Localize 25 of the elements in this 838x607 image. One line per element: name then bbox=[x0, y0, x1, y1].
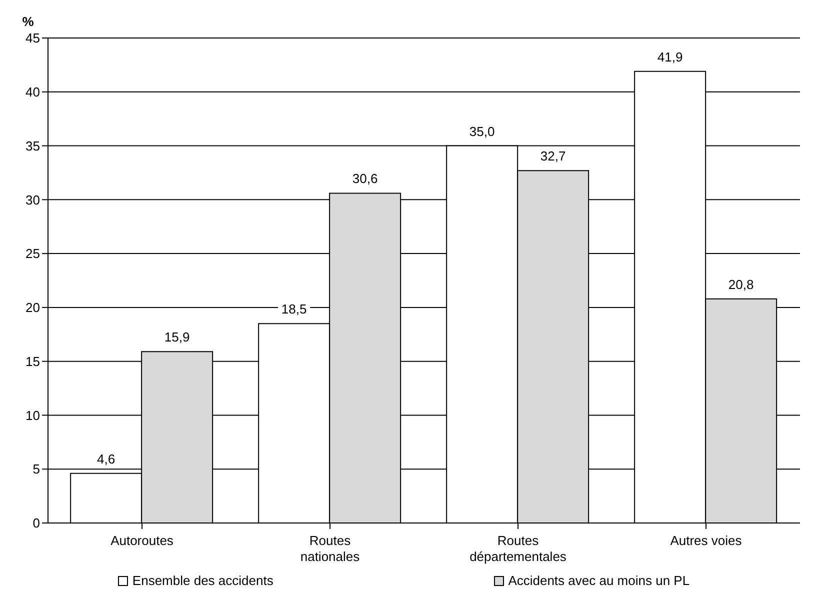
data-label: 32,7 bbox=[540, 148, 566, 164]
data-label: 18,5 bbox=[281, 302, 307, 317]
y-tick-label: 25 bbox=[26, 246, 40, 262]
data-label: 15,9 bbox=[164, 330, 190, 345]
data-label: 41,9 bbox=[657, 49, 683, 64]
y-tick-label: 0 bbox=[32, 516, 40, 531]
y-tick-label: 35 bbox=[26, 138, 40, 154]
x-tick-label: Autres voies bbox=[670, 533, 742, 548]
data-label: 30,6 bbox=[352, 171, 378, 186]
y-tick-label: 5 bbox=[32, 462, 40, 477]
data-label: 4,6 bbox=[97, 451, 116, 466]
y-tick-label: 15 bbox=[26, 354, 40, 369]
y-axis-title: % bbox=[22, 14, 34, 29]
x-tick-label: Routes départementales bbox=[470, 533, 567, 564]
y-tick-label: 10 bbox=[26, 408, 40, 423]
y-tick-label: 30 bbox=[26, 192, 40, 208]
x-tick-label: Routes nationales bbox=[300, 533, 360, 564]
data-label: 35,0 bbox=[469, 124, 495, 139]
legend-label: Accidents avec au moins un PL bbox=[507, 573, 690, 588]
legend-label: Ensemble des accidents bbox=[131, 573, 274, 588]
y-tick-label: 20 bbox=[26, 300, 40, 316]
data-label: 20,8 bbox=[728, 276, 754, 292]
x-tick-label: Autoroutes bbox=[110, 533, 174, 548]
y-tick-label: 40 bbox=[26, 84, 40, 100]
y-tick-label: 45 bbox=[26, 30, 40, 46]
